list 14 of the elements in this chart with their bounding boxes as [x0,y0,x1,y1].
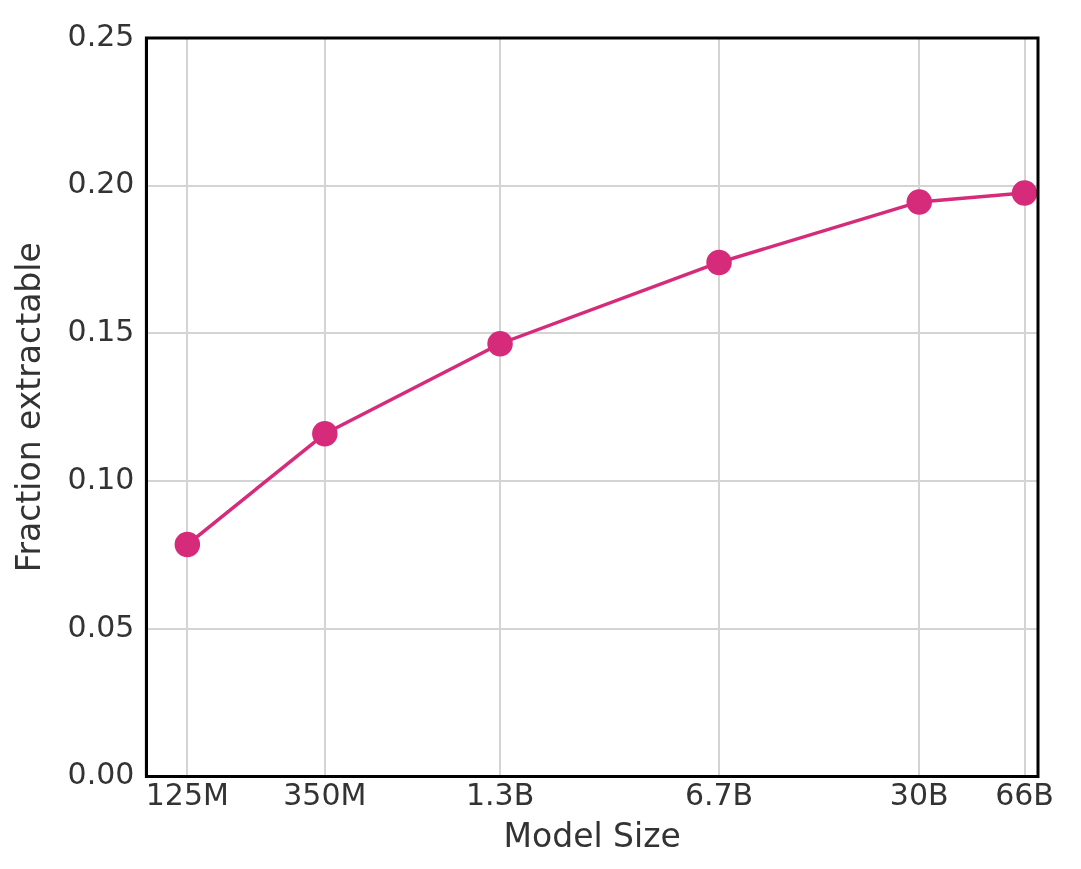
x-tick-label: 6.7B [684,777,754,813]
y-tick-label: 0.00 [67,756,135,792]
y-tick-label: 0.15 [67,313,135,349]
y-axis-title: Fraction extractable [9,242,49,573]
x-tick-label: 1.3B [465,777,535,813]
y-tick-label: 0.05 [67,608,135,644]
y-tick-label: 0.10 [67,460,135,496]
y-tick-label: 0.20 [67,165,135,201]
x-tick-label: 30B [889,777,949,813]
y-tick-label: 0.25 [67,17,135,53]
x-axis-title: Model Size [503,815,681,855]
x-tick-label: 125M [145,777,229,813]
x-tick-label: 350M [283,777,367,813]
x-tick-label: 66B [995,777,1054,813]
